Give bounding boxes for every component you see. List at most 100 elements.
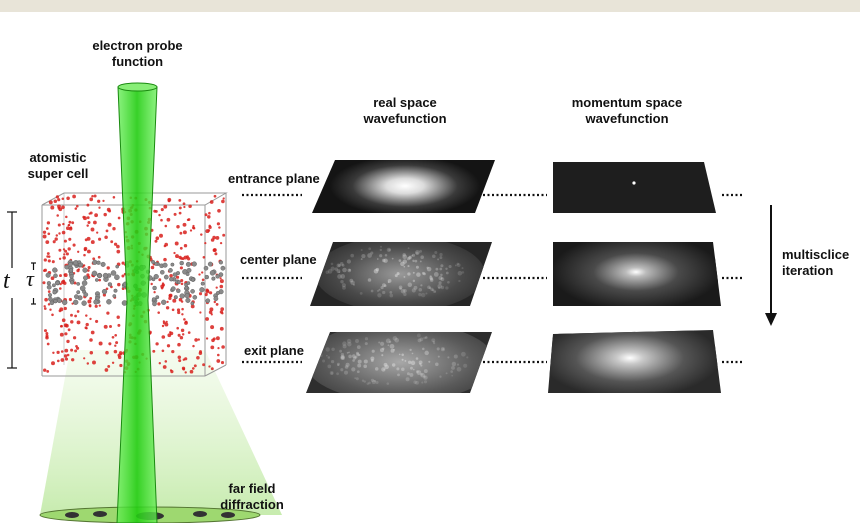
speckle: [442, 348, 445, 351]
atom: [43, 329, 48, 333]
atom: [216, 353, 220, 357]
atom: [106, 311, 110, 315]
atom: [158, 278, 162, 282]
atom: [218, 272, 224, 277]
atom: [64, 332, 68, 336]
atom: [56, 298, 62, 304]
atom: [65, 226, 70, 231]
speckle: [419, 249, 423, 253]
speckle: [361, 254, 366, 259]
speckle: [428, 360, 431, 363]
atom: [190, 289, 195, 294]
atom: [98, 304, 101, 307]
speckle: [433, 272, 439, 277]
speckle: [430, 287, 434, 291]
atom: [62, 248, 66, 251]
momentum-space-header-line2: wavefunction: [585, 111, 669, 126]
atom: [60, 350, 64, 353]
atom: [221, 199, 225, 204]
speckle: [356, 351, 359, 355]
speckle: [373, 379, 377, 383]
atom: [43, 258, 47, 262]
atom: [66, 353, 70, 357]
atom: [208, 310, 213, 315]
atom: [91, 270, 98, 277]
speckle: [346, 351, 349, 354]
atom: [56, 214, 59, 217]
speckle: [390, 348, 395, 353]
speckle: [416, 333, 421, 338]
speckle: [429, 275, 432, 278]
speckle: [403, 265, 406, 268]
atom: [153, 209, 157, 213]
atom: [188, 204, 192, 208]
speckle: [435, 362, 439, 367]
speckle: [463, 363, 468, 368]
speckle: [416, 370, 422, 375]
atom: [161, 349, 165, 353]
atom: [176, 288, 181, 293]
speckle: [418, 292, 422, 297]
atom: [87, 266, 91, 270]
speckle: [400, 261, 405, 267]
atom: [68, 262, 73, 267]
far-field-label-line1: far field: [228, 481, 276, 496]
atom: [202, 255, 206, 259]
speckle: [414, 259, 418, 263]
atom: [213, 296, 219, 302]
atom: [172, 298, 177, 303]
speckle: [440, 264, 444, 268]
atom: [217, 208, 221, 213]
speckle: [413, 380, 417, 384]
far-field-label-line2: diffraction: [220, 497, 284, 512]
atom: [179, 246, 183, 250]
speckle: [438, 281, 442, 285]
atom: [101, 288, 108, 295]
atom: [171, 308, 175, 312]
speckle: [340, 355, 345, 360]
speckle: [415, 265, 419, 269]
speckle: [368, 381, 371, 385]
atom: [83, 292, 89, 297]
speckle: [461, 267, 464, 270]
atom: [86, 362, 90, 365]
atom: [160, 270, 165, 275]
atom: [43, 305, 46, 308]
speckle: [381, 354, 384, 357]
atom: [207, 229, 211, 232]
speckle: [340, 352, 345, 357]
atom: [195, 200, 199, 203]
speckle: [383, 284, 387, 288]
atom: [221, 345, 225, 349]
atom: [64, 357, 69, 361]
atom: [159, 233, 163, 238]
speckle: [412, 259, 415, 263]
speckle: [431, 338, 436, 343]
atom: [169, 277, 174, 282]
speckle: [341, 283, 346, 288]
speckle: [416, 370, 419, 373]
atom: [215, 235, 220, 240]
atom: [74, 314, 77, 318]
speckle: [403, 275, 406, 278]
speckle: [433, 342, 436, 345]
atom: [50, 205, 55, 210]
speckle: [348, 351, 350, 354]
atom: [171, 349, 175, 354]
atom: [110, 270, 117, 276]
speckle: [381, 283, 386, 288]
speckle: [356, 370, 360, 374]
speckle: [411, 254, 414, 257]
speckle: [354, 355, 358, 359]
speckle: [337, 264, 341, 267]
speckle: [367, 278, 372, 282]
atom: [53, 199, 58, 203]
speckle: [399, 287, 402, 290]
speckle: [423, 375, 426, 378]
atom: [57, 204, 61, 209]
speckle: [439, 252, 443, 257]
atom: [169, 273, 173, 278]
speckle: [345, 362, 350, 367]
speckle: [456, 263, 461, 267]
speckle: [394, 337, 400, 343]
